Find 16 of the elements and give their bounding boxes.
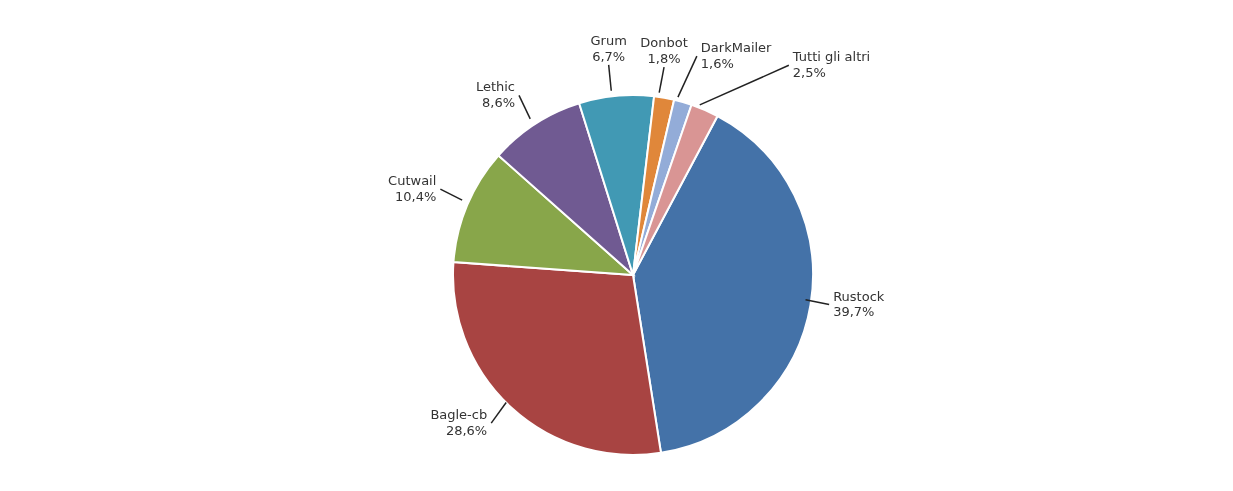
slice-label: Lethic	[475, 79, 516, 95]
data-label: 6,7%	[592, 48, 626, 64]
data-label: 8,6%	[481, 95, 516, 111]
data-label: 2,5%	[792, 64, 826, 80]
slice-label: Donbot	[640, 35, 688, 51]
data-label: 28,6%	[445, 422, 488, 438]
slice-label: Grum	[590, 33, 627, 48]
data-label: 1,8%	[647, 50, 681, 66]
slice-label: Rustock	[833, 288, 885, 304]
data-label: 39,7%	[833, 304, 875, 320]
data-label: 1,6%	[700, 55, 734, 71]
slice-label: Cutwail	[388, 173, 437, 189]
slice-label: Tutti gli altri	[791, 49, 871, 65]
slice-label: Bagle-cb	[430, 407, 488, 423]
slice-label: DarkMailer	[700, 40, 773, 56]
data-label: 10,4%	[395, 188, 437, 204]
